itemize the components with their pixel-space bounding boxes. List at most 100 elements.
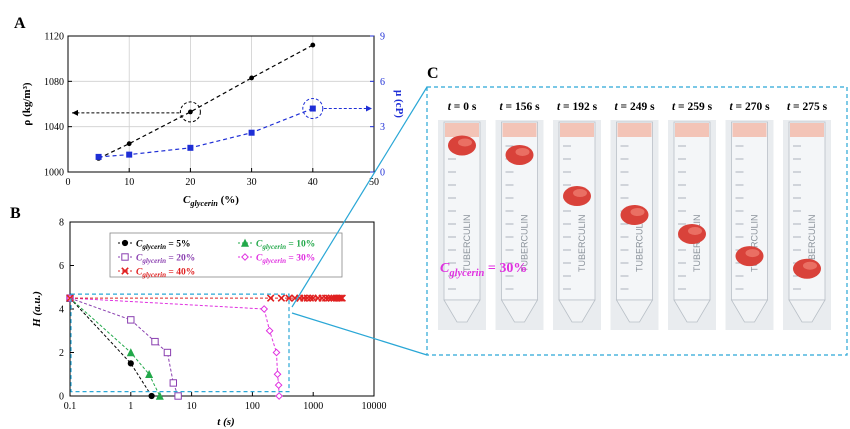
liquid-top-band [790,123,824,137]
liquid-top-band [502,123,537,137]
data-point-magenta [260,305,269,313]
tube-text: TUBERCULIN [635,214,645,272]
syringe-tip [615,299,654,323]
y-tick-label: 2 [59,348,64,359]
arrow-head-left [72,109,78,116]
highlight-circle-density [179,101,201,123]
data-point-red [303,294,312,302]
y-left-tick-label: 1040 [44,122,64,133]
y-left-tick-label: 1080 [44,77,64,88]
viscosity-point [126,151,133,158]
data-point-black [127,360,134,367]
density-point [188,109,193,115]
connector-line-lower [291,312,428,356]
series-line-green [69,297,161,397]
connector-line-upper [291,86,428,308]
data-point-red [285,294,293,302]
x-axis-label: Cglycerin (%) [183,194,239,208]
legend-marker-black [121,239,129,247]
legend-label-green: Cglycerin = 10% [256,240,315,252]
liquid-top-band [560,123,594,137]
gel-blob-highlight [803,261,817,270]
plot-frame [67,35,375,173]
panel-a-chart: 0 10 20 30 40 50 1000 1040 1080 1120 0 3 6 9 ρ (kg/m³)… [21,32,405,209]
y-right-tick-label: 0 [380,168,385,179]
y-tick-label: 8 [59,218,64,229]
syringe-tip [788,299,826,323]
data-point-purple [127,316,135,324]
time-label: t = 156 s [499,101,540,113]
panel-label-b: B [10,205,21,222]
x-tick-label: 30 [247,177,257,188]
y-right-tick-label: 6 [380,77,385,88]
data-point-black [148,392,155,400]
liquid-top-band [675,123,709,137]
data-point-purple [163,348,172,357]
y-left-axis-label: ρ (kg/m³) [21,82,33,125]
liquid-top-band [732,123,767,137]
data-point-purple [169,379,177,387]
data-point-purple [174,392,182,400]
syringe-tip [500,299,539,323]
data-point-green [155,391,164,400]
time-label: t = 259 s [672,101,713,113]
data-point-green [126,348,135,357]
y-tick-label: 0 [59,392,64,403]
data-point-red [338,294,346,302]
data-point-red [321,294,330,302]
gel-blob-highlight [745,249,760,258]
x-tick-label: 100 [245,401,260,412]
viscosity-point [95,153,102,160]
legend-label-purple: Cglycerin = 20% [136,254,195,266]
x-tick-label: 10 [124,177,134,188]
y-axis-label: H (a.u.) [31,291,43,328]
legend-marker-red [121,267,129,275]
time-label: t = 270 s [729,101,770,113]
panel-c-photos: t = 0 s TUBERCULIN t = 156 s TUBERCULIN t = … [426,86,848,356]
tube-text: TUBERCULIN [520,214,530,272]
legend-marker-purple [121,253,129,261]
data-point-red [336,294,345,302]
density-series-line [98,44,314,159]
liquid-top-band [617,123,652,137]
x-tick-label: 20 [185,177,195,188]
gel-blob-highlight [458,138,472,147]
density-point [310,42,316,48]
data-point-magenta [275,392,284,400]
y-right-tick-label: 3 [380,122,385,133]
y-left-tick-label: 1120 [44,32,64,43]
data-point-purple [151,337,159,346]
x-tick-label: 10 [187,401,197,412]
x-tick-label: 0 [66,177,71,188]
density-point [126,141,132,147]
y-left-tick-label: 1000 [44,168,64,179]
time-label: t = 249 s [614,101,655,113]
arrow-head-right [366,105,372,112]
x-tick-label: 1000 [303,401,323,412]
syringe-tip [558,299,596,323]
tube-text: TUBERCULIN [807,214,817,272]
concentration-overlay-label: Cglycerin = 30% [440,261,527,279]
legend-label-magenta: Cglycerin = 30% [256,254,315,266]
time-label: t = 0 s [448,101,477,113]
data-point-red [277,294,286,302]
tube-text: TUBERCULIN [577,214,587,272]
data-point-red [266,294,275,302]
data-point-red [306,294,315,302]
legend-label-black: Cglycerin = 5% [136,240,190,252]
viscosity-point [309,105,316,112]
legend-label-red: Cglycerin = 40% [136,268,195,280]
data-point-red [66,294,74,302]
x-tick-label: 1 [128,401,133,412]
gel-blob-highlight [573,189,587,198]
x-axis-label: t (s) [217,416,234,428]
legend-box [109,232,343,278]
x-tick-label: 10000 [362,401,387,412]
y-right-tick-label: 9 [380,32,385,43]
legend-marker-green [240,238,250,247]
density-point [249,75,255,81]
viscosity-point [187,144,194,151]
data-point-magenta [274,381,283,390]
series-line-black [69,297,153,397]
